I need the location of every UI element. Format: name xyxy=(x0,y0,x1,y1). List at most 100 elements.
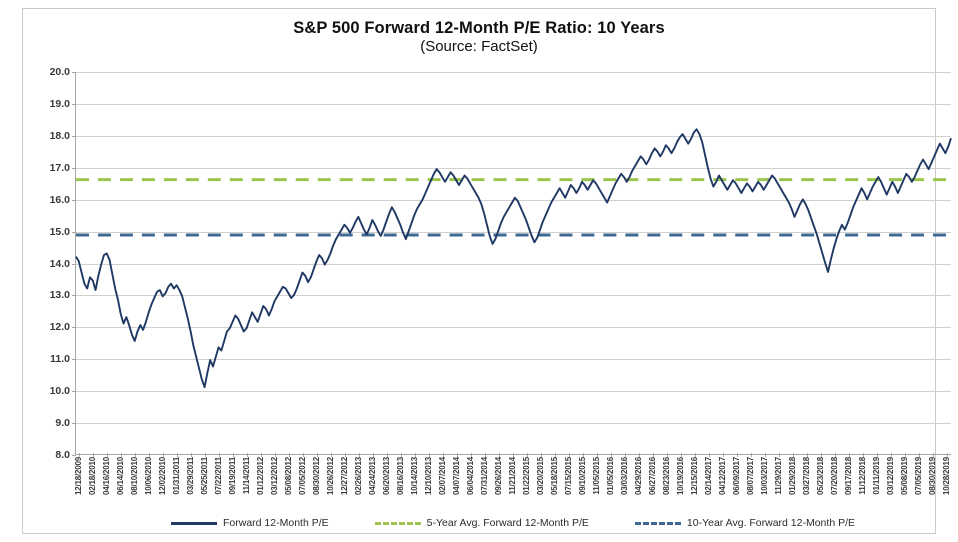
legend-item: 5-Year Avg. Forward 12-Month P/E xyxy=(374,517,589,529)
x-axis-tick-label: 03/12/2012 xyxy=(270,457,279,496)
x-axis-tick-mark xyxy=(149,453,150,457)
gridline xyxy=(76,263,951,265)
x-axis-tick-mark xyxy=(695,453,696,457)
x-axis-tick-mark xyxy=(485,453,486,457)
legend-item: 10-Year Avg. Forward 12-Month P/E xyxy=(634,517,855,529)
x-axis-tick-labels: 12/18/2009 02/18/2010 04/16/2010 06/14/2010… xyxy=(74,453,951,515)
x-axis-tick-label: 04/12/2017 xyxy=(718,457,727,496)
x-axis-tick-label: 01/29/2018 xyxy=(788,457,797,496)
x-axis-tick-mark xyxy=(471,453,472,457)
x-axis-tick-label: 10/03/2017 xyxy=(760,457,769,496)
x-axis-tick-label: 03/27/2018 xyxy=(802,457,811,496)
x-axis-tick-mark xyxy=(835,453,836,457)
x-axis-tick-label: 12/27/2012 xyxy=(340,457,349,496)
x-axis-tick-mark xyxy=(765,453,766,457)
x-axis-tick-label: 07/15/2015 xyxy=(564,457,573,496)
x-axis-tick-mark xyxy=(807,453,808,457)
x-axis-tick-mark xyxy=(107,453,108,457)
x-axis-tick-mark xyxy=(247,453,248,457)
y-axis-tick-mark xyxy=(72,359,76,361)
x-axis-tick-label: 02/14/2017 xyxy=(704,457,713,496)
x-axis-tick-mark xyxy=(331,453,332,457)
gridline xyxy=(76,359,951,361)
y-axis-tick-label: 9.0 xyxy=(55,417,70,430)
y-axis-tick-label: 11.0 xyxy=(50,353,70,366)
legend-swatch xyxy=(634,521,681,525)
x-axis-tick-mark xyxy=(527,453,528,457)
x-axis-tick-label: 01/12/2012 xyxy=(256,457,265,496)
x-axis-tick-mark xyxy=(429,453,430,457)
y-axis-tick-label: 14.0 xyxy=(49,257,70,270)
y-axis-tick-label: 12.0 xyxy=(49,321,70,334)
x-axis-tick-label: 05/08/2019 xyxy=(900,457,909,496)
y-axis-tick-mark xyxy=(72,199,76,201)
x-axis-tick-label: 06/14/2010 xyxy=(116,457,125,496)
x-axis-tick-label: 08/30/2019 xyxy=(928,457,937,496)
y-axis-tick-mark xyxy=(72,423,76,425)
x-axis-tick-mark xyxy=(457,453,458,457)
y-axis-tick-label: 16.0 xyxy=(49,193,70,206)
x-axis-tick-mark xyxy=(779,453,780,457)
x-axis-tick-mark xyxy=(93,453,94,457)
y-axis-tick-mark xyxy=(72,327,76,329)
x-axis-tick-mark xyxy=(275,453,276,457)
title-block: S&P 500 Forward 12-Month P/E Ratio: 10 Y… xyxy=(23,19,935,56)
chart-legend: Forward 12-Month P/E 5-Year Avg. Forward … xyxy=(75,513,951,533)
legend-label: 5-Year Avg. Forward 12-Month P/E xyxy=(426,517,589,529)
x-axis-tick-label: 11/12/2018 xyxy=(858,457,867,495)
x-axis-tick-label: 05/25/2011 xyxy=(200,457,209,495)
x-axis-tick-mark xyxy=(681,453,682,457)
x-axis-tick-mark xyxy=(947,453,948,457)
x-axis-tick-label: 05/23/2018 xyxy=(816,457,825,496)
x-axis-tick-label: 06/20/2013 xyxy=(382,457,391,496)
x-axis-tick-label: 11/14/2011 xyxy=(242,457,251,495)
y-axis-tick-mark xyxy=(72,455,76,456)
x-axis-tick-mark xyxy=(317,453,318,457)
x-axis-tick-label: 02/26/2013 xyxy=(354,457,363,496)
y-axis-tick-mark xyxy=(72,295,76,297)
x-axis-tick-mark xyxy=(667,453,668,457)
y-axis-tick-mark xyxy=(72,103,76,105)
x-axis-tick-label: 07/22/2011 xyxy=(214,457,223,495)
x-axis-tick-label: 03/03/2016 xyxy=(620,457,629,496)
x-axis-tick-mark xyxy=(345,453,346,457)
gridline xyxy=(76,135,951,137)
x-axis-tick-label: 04/16/2010 xyxy=(102,457,111,496)
x-axis-tick-label: 03/20/2015 xyxy=(536,457,545,496)
x-axis-tick-mark xyxy=(513,453,514,457)
x-axis-tick-mark xyxy=(625,453,626,457)
legend-swatch xyxy=(374,521,421,525)
x-axis-tick-mark xyxy=(499,453,500,457)
x-axis-tick-mark xyxy=(401,453,402,457)
x-axis-tick-label: 09/17/2018 xyxy=(844,457,853,496)
x-axis-tick-mark xyxy=(919,453,920,457)
x-axis-tick-label: 04/24/2013 xyxy=(368,457,377,496)
y-axis-tick-mark xyxy=(72,135,76,137)
x-axis-tick-mark xyxy=(359,453,360,457)
x-axis-tick-label: 03/29/2011 xyxy=(186,457,195,495)
x-axis-tick-label: 03/12/2019 xyxy=(886,457,895,496)
y-axis-tick-label: 18.0 xyxy=(49,129,70,142)
gridline xyxy=(76,295,951,297)
x-axis-tick-mark xyxy=(121,453,122,457)
x-axis-tick-mark xyxy=(415,453,416,457)
x-axis-tick-mark xyxy=(569,453,570,457)
x-axis-tick-mark xyxy=(933,453,934,457)
x-axis-tick-label: 07/20/2018 xyxy=(830,457,839,496)
x-axis-tick-label: 09/19/2011 xyxy=(228,457,237,495)
y-axis-tick-mark xyxy=(72,391,76,393)
x-axis-tick-mark xyxy=(723,453,724,457)
legend-label: Forward 12-Month P/E xyxy=(223,517,329,529)
x-axis-tick-label: 02/18/2010 xyxy=(88,457,97,496)
x-axis-tick-mark xyxy=(233,453,234,457)
x-axis-tick-label: 12/15/2016 xyxy=(690,457,699,496)
x-axis-tick-mark xyxy=(191,453,192,457)
x-axis-tick-mark xyxy=(135,453,136,457)
x-axis-tick-label: 06/27/2016 xyxy=(648,457,657,496)
x-axis-tick-label: 08/16/2013 xyxy=(396,457,405,496)
x-axis-tick-mark xyxy=(877,453,878,457)
gridline xyxy=(76,423,951,425)
x-axis-tick-label: 10/26/2012 xyxy=(326,457,335,496)
x-axis-tick-label: 06/09/2017 xyxy=(732,457,741,496)
